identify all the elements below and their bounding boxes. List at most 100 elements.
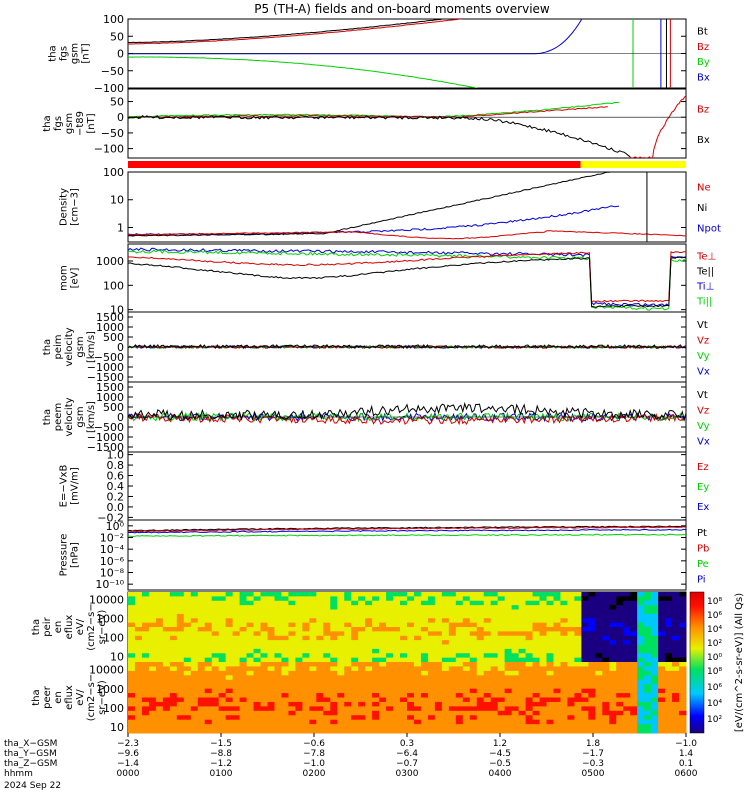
series-green bbox=[128, 101, 620, 118]
spectrogram-cell bbox=[616, 697, 624, 703]
spectrogram-cell bbox=[462, 701, 471, 707]
spectrogram-cell bbox=[330, 688, 338, 694]
spectrogram-cell bbox=[525, 596, 534, 602]
spectrogram-cell bbox=[183, 609, 192, 615]
spectrogram-cell bbox=[595, 618, 603, 624]
spectrogram-cell bbox=[525, 679, 534, 685]
colorbar-tick: 10⁴ bbox=[707, 625, 722, 635]
spectrogram-cell bbox=[679, 618, 687, 624]
spectrogram-cell bbox=[288, 596, 296, 602]
spectrogram-cell bbox=[386, 719, 394, 725]
spectrogram-cell bbox=[386, 688, 394, 694]
spectrogram-cell bbox=[651, 618, 659, 624]
spectrogram-cell bbox=[497, 688, 506, 694]
spectrogram-cell bbox=[267, 670, 275, 676]
spectrogram-cell bbox=[595, 605, 603, 610]
spectrogram-cell bbox=[169, 657, 178, 663]
spectrogram-cell bbox=[407, 675, 415, 681]
spectrogram-cell bbox=[260, 657, 268, 663]
spectrogram-cell bbox=[455, 693, 464, 698]
spectrogram-cell bbox=[344, 609, 352, 615]
spectrogram-cell bbox=[623, 605, 631, 610]
spectrogram-cell bbox=[204, 697, 213, 703]
spectrogram-cell bbox=[134, 715, 143, 721]
spectrogram-cell bbox=[218, 697, 227, 703]
spectrogram-cell bbox=[490, 706, 499, 712]
spectrogram-cell bbox=[658, 670, 666, 676]
spectrogram-cell bbox=[274, 662, 282, 667]
spectrogram-cell bbox=[567, 719, 575, 725]
spectrogram-cell bbox=[420, 715, 429, 721]
spectrogram-cell bbox=[546, 596, 554, 602]
spectrogram-cell bbox=[623, 715, 631, 721]
spectrogram-cell bbox=[302, 724, 310, 730]
spectrogram-cell bbox=[225, 605, 234, 610]
spectrogram-cell bbox=[539, 675, 547, 681]
spectrogram-cell bbox=[225, 648, 234, 654]
spectrogram-cell bbox=[630, 622, 638, 628]
spectrogram-cell bbox=[330, 605, 338, 610]
spectrogram-cell bbox=[393, 618, 401, 624]
spectrogram-cell bbox=[253, 613, 262, 619]
spectrogram-cell bbox=[162, 648, 171, 654]
spectrogram-cell bbox=[323, 609, 331, 615]
spectrogram-cell bbox=[420, 684, 429, 690]
spectrogram-cell bbox=[546, 701, 554, 707]
spectrogram-cell bbox=[246, 670, 255, 676]
spectrogram-cell bbox=[169, 675, 178, 681]
x-tick-label: 0200 bbox=[303, 769, 326, 779]
spectrogram-cell bbox=[225, 640, 234, 645]
spectrogram-cell bbox=[427, 622, 436, 628]
x-tick-label: −0.3 bbox=[582, 759, 604, 769]
spectrogram-cell bbox=[567, 679, 575, 685]
spectrogram-cell bbox=[497, 644, 506, 650]
spectrogram-cell bbox=[602, 666, 610, 672]
spectrogram-cell bbox=[483, 728, 492, 734]
spectrogram-cell bbox=[539, 609, 547, 615]
spectrogram-cell bbox=[525, 622, 534, 628]
spectrogram-cell bbox=[400, 670, 408, 676]
spectrogram-cell bbox=[441, 706, 450, 712]
spectrogram-cell bbox=[413, 596, 422, 602]
spectrogram-cell bbox=[176, 684, 185, 690]
spectrogram-cell bbox=[225, 622, 234, 628]
spectrogram-cell bbox=[267, 706, 275, 712]
spectrogram-cell bbox=[148, 627, 157, 632]
spectrogram-cell bbox=[337, 706, 345, 712]
spectrogram-cell bbox=[134, 596, 143, 602]
spectrogram-cell bbox=[581, 631, 589, 637]
spectrogram-cell bbox=[497, 706, 506, 712]
spectrogram-cell bbox=[658, 592, 666, 597]
spectrogram-cell bbox=[267, 719, 275, 725]
spectrogram-cell bbox=[204, 613, 213, 619]
spectrogram-cell bbox=[665, 618, 673, 624]
spectrogram-cell bbox=[469, 719, 478, 725]
spectrogram-cell bbox=[588, 627, 596, 632]
spectrogram-cell bbox=[441, 675, 450, 681]
spectrogram-cell bbox=[372, 728, 380, 734]
spectrogram-cell bbox=[637, 613, 645, 619]
spectrogram-cell bbox=[134, 697, 143, 703]
spectrogram-cell bbox=[413, 715, 422, 721]
spectrogram-cell bbox=[400, 724, 408, 730]
spectrogram-cell bbox=[672, 684, 680, 690]
spectrogram-cell bbox=[155, 627, 164, 632]
spectrogram-cell bbox=[490, 648, 499, 654]
spectrogram-cell bbox=[672, 644, 680, 650]
spectrogram-cell bbox=[588, 648, 596, 654]
spectrogram-cell bbox=[609, 627, 617, 632]
spectrogram-cell bbox=[246, 644, 255, 650]
spectrogram-cell bbox=[232, 596, 241, 602]
spectrogram-cell bbox=[253, 648, 262, 654]
spectrogram-cell bbox=[246, 706, 255, 712]
spectrogram-cell bbox=[218, 724, 227, 730]
spectrogram-cell bbox=[511, 701, 520, 707]
spectrogram-cell bbox=[134, 706, 143, 712]
spectrogram-cell bbox=[427, 648, 436, 654]
spectrogram-cell bbox=[197, 622, 206, 628]
spectrogram-cell bbox=[358, 675, 366, 681]
spectrogram-cell bbox=[204, 701, 213, 707]
spectrogram-cell bbox=[330, 724, 338, 730]
spectrogram-cell bbox=[560, 693, 568, 698]
spectrogram-cell bbox=[393, 688, 401, 694]
